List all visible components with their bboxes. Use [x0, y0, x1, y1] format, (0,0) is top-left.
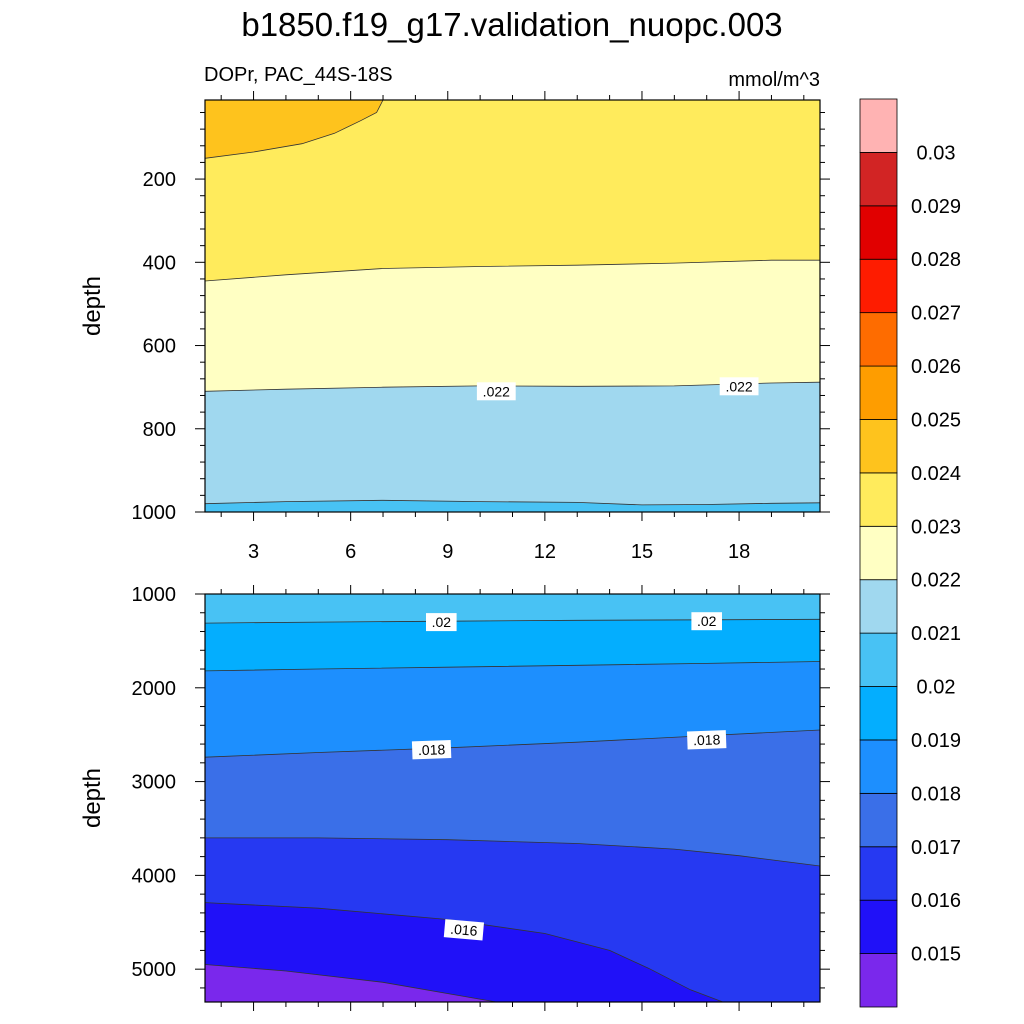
lower-contour-line-3: [205, 837, 821, 867]
y-tick-label: 4000: [132, 865, 177, 887]
x-tick-label: 12: [534, 541, 556, 563]
lower-contour-band-6: [205, 964, 820, 1002]
x-tick-label: 18: [728, 541, 750, 563]
colorbar-swatch: [859, 258, 898, 314]
colorbar-level-label: 0.022: [911, 570, 961, 592]
svg-text:.016: .016: [450, 921, 479, 939]
y-tick-label: 2000: [132, 678, 177, 700]
upper-y-axis-label: depth: [79, 276, 106, 336]
contour-label-lower-1: .02: [691, 612, 722, 631]
upper-contour-band-1: [205, 100, 820, 281]
lower-contour-band-0: [205, 594, 820, 624]
svg-text:.022: .022: [483, 383, 510, 399]
y-tick-label: 1000: [132, 502, 177, 524]
colorbar-swatch: [859, 632, 898, 687]
x-tick-label: 9: [442, 541, 453, 563]
lower-contour-band-2: [205, 661, 820, 758]
colorbar-swatch: [859, 98, 898, 153]
upper-contour-band-3: [205, 382, 820, 505]
colorbar-level-label: 0.024: [911, 463, 961, 485]
colorbar-swatch: [859, 472, 898, 527]
upper-contour-line-3: [204, 499, 821, 506]
colorbar-level-label: 0.021: [911, 623, 961, 645]
contour-label-lower-2: .018: [411, 740, 452, 760]
upper-depth-panel: .022 .022 3 6 9 12 15 18 200 400 600 800 1000 depth: [79, 91, 830, 563]
colorbar-level-label: 0.018: [911, 783, 961, 805]
lower-contour-band-5: [205, 902, 820, 1002]
y-tick-label: 5000: [132, 959, 177, 981]
contour-label-lower-0: .02: [426, 613, 457, 632]
colorbar-swatch: [859, 365, 898, 420]
colorbar-level-label: 0.016: [911, 890, 961, 912]
colorbar-level-label: 0.02: [917, 677, 956, 699]
colorbar-swatch: [859, 846, 898, 901]
colorbar-level-label: 0.023: [911, 516, 961, 538]
colorbar-level-label: 0.03: [917, 142, 956, 164]
lower-y-axis-label: depth: [79, 768, 106, 828]
lower-contour-band-3: [205, 730, 820, 866]
colorbar-swatch: [859, 579, 898, 634]
colorbar-level-label: 0.029: [911, 196, 961, 218]
lower-contour-band-1: [205, 619, 820, 671]
upper-contour-line-1: [204, 259, 820, 282]
svg-text:.02: .02: [697, 613, 717, 629]
lower-depth-panel: .02 .02 .018 .018 .016 1000 2000 3000 4000 5000 de…: [79, 584, 830, 1011]
colorbar-level-label: 0.028: [911, 249, 961, 271]
x-tick-label: 6: [345, 541, 356, 563]
svg-text:.018: .018: [693, 731, 721, 748]
y-tick-label: 3000: [132, 772, 177, 794]
colorbar-level-label: 0.025: [911, 409, 961, 431]
units-label: mmol/m^3: [728, 69, 820, 91]
y-tick-label: 1000: [132, 584, 177, 606]
colorbar-swatch: [859, 686, 898, 741]
colorbar-level-label: 0.019: [911, 730, 961, 752]
svg-text:.02: .02: [432, 614, 452, 630]
colorbar-swatch: [859, 792, 898, 848]
colorbar-level-label: 0.026: [911, 356, 961, 378]
contour-label-upper-0: .022: [476, 382, 516, 401]
lower-contour-band-4: [205, 837, 820, 1002]
lower-contour-line-4: [204, 902, 820, 1003]
contour-label-upper-1: .022: [719, 377, 759, 396]
colorbar-level-label: 0.027: [911, 303, 961, 325]
colorbar-swatch: [859, 899, 898, 954]
x-tick-label: 15: [631, 541, 653, 563]
colorbar-level-label: 0.015: [911, 944, 961, 966]
y-tick-label: 600: [143, 336, 176, 358]
colorbar-swatch: [859, 205, 898, 260]
colorbar-swatch: [859, 953, 898, 1008]
colorbar-swatch: [859, 525, 898, 581]
y-tick-label: 200: [143, 169, 176, 191]
colorbar-level-label: 0.017: [911, 837, 961, 859]
svg-text:.022: .022: [725, 378, 752, 394]
lower-contour-line-0: [204, 618, 821, 624]
colorbar-swatch: [859, 739, 898, 794]
variable-region-label: DOPr, PAC_44S-18S: [204, 64, 393, 86]
y-tick-label: 800: [143, 419, 176, 441]
contour-label-lower-4: .016: [443, 919, 485, 941]
upper-contour-band-4: [205, 500, 820, 512]
svg-text:.018: .018: [418, 741, 446, 758]
lower-contour-line-1: [204, 661, 821, 672]
colorbar: 0.015 0.016 0.017 0.018 0.019 0.02 0.021 0.022 0…: [859, 98, 961, 1008]
colorbar-swatch: [859, 312, 898, 367]
chart-title: b1850.f19_g17.validation_nuopc.003: [241, 6, 782, 43]
x-tick-label: 3: [248, 541, 259, 563]
y-tick-label: 400: [143, 252, 176, 274]
upper-contour-band-2: [205, 260, 820, 392]
colorbar-swatch: [859, 419, 898, 474]
colorbar-swatch: [859, 152, 898, 207]
contour-label-lower-3: .018: [686, 730, 727, 750]
